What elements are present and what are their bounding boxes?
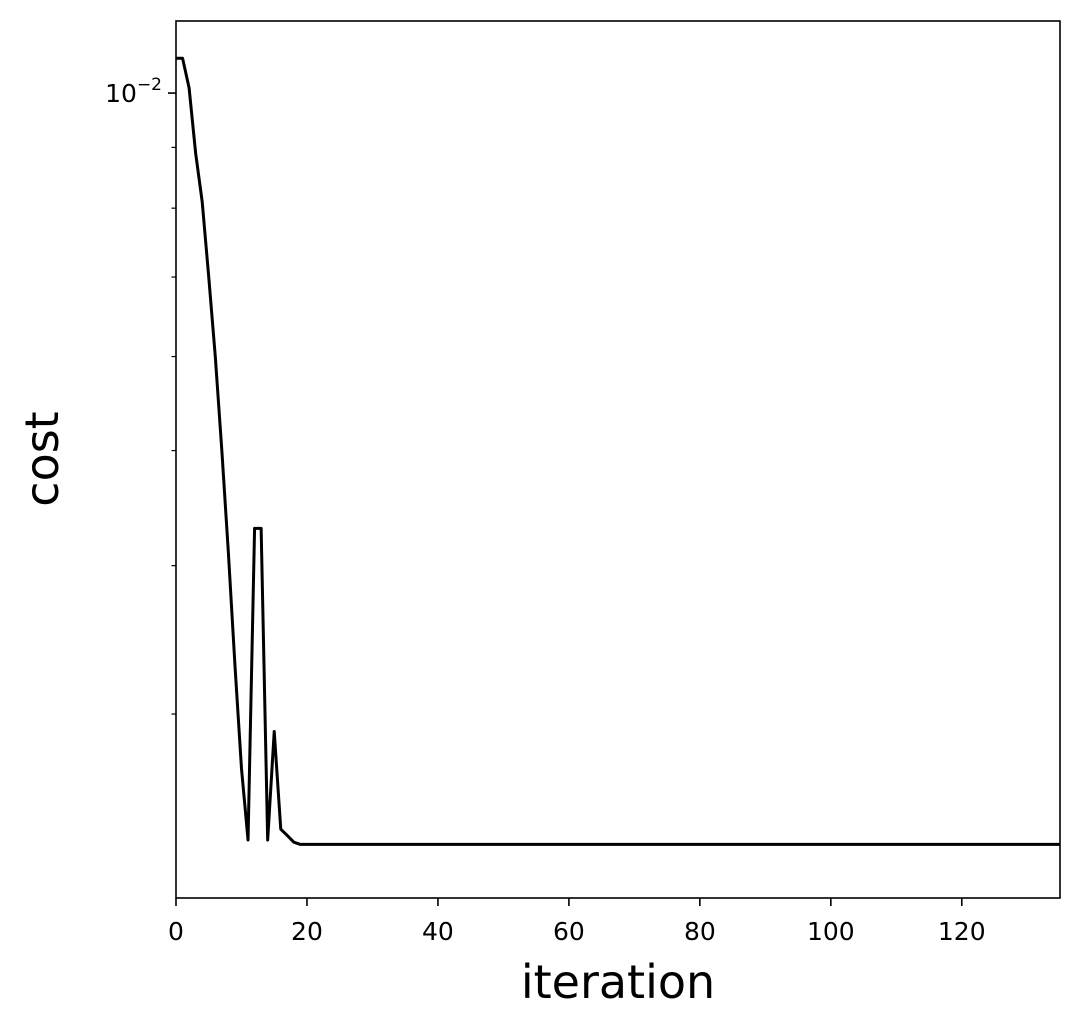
x-tick-label: 40 bbox=[422, 917, 454, 946]
x-tick-label: 20 bbox=[291, 917, 323, 946]
x-axis-label: iteration bbox=[521, 955, 715, 1009]
x-tick-label: 0 bbox=[168, 917, 184, 946]
plot-area bbox=[176, 21, 1060, 898]
series-layer bbox=[176, 56, 1060, 846]
x-tick-label: 80 bbox=[684, 917, 716, 946]
y-tick-exponent: −2 bbox=[137, 75, 162, 95]
x-axis-ticks: 0 20 40 60 80 100 120 bbox=[168, 898, 986, 946]
cost-series-line bbox=[176, 56, 1060, 846]
x-tick-label: 120 bbox=[938, 917, 986, 946]
plot-frame bbox=[175, 20, 1061, 899]
y-tick-base: 10 bbox=[105, 79, 137, 108]
y-axis-ticks: 10−2 bbox=[105, 75, 176, 715]
y-tick-label: 10−2 bbox=[105, 75, 162, 108]
x-tick-label: 100 bbox=[807, 917, 855, 946]
x-tick-label: 60 bbox=[553, 917, 585, 946]
y-axis-label: cost bbox=[15, 411, 69, 506]
